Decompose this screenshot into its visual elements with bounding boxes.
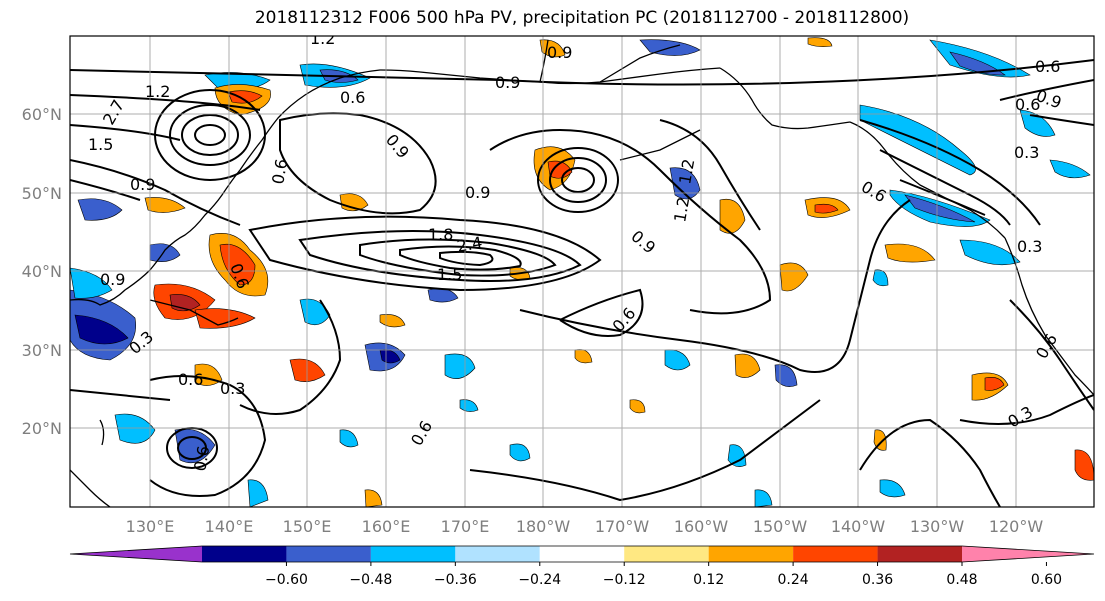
- contour-label: 1.2: [670, 195, 693, 223]
- contour-label: 0.9: [100, 270, 125, 289]
- colorbar-swatch: [877, 546, 962, 562]
- colorbar-swatch: [708, 546, 794, 562]
- colorbar-swatch: [539, 546, 625, 562]
- lon-label-150e: 150°E: [283, 517, 332, 536]
- colorbar-tick-label: −0.48: [349, 572, 392, 588]
- colorbar-tick-label: 0.12: [693, 572, 724, 588]
- contour-label: 0.6: [1015, 95, 1040, 114]
- contour-label: 0.6: [340, 88, 365, 107]
- colorbar-tick-label: 0.48: [946, 572, 977, 588]
- lon-label-180w: 180°W: [516, 517, 571, 536]
- contour-label: 0.3: [1017, 237, 1042, 256]
- colorbar-tick-label: 0.60: [1031, 572, 1062, 588]
- colorbar-swatch: [202, 546, 287, 562]
- contour-label: 0.6: [1035, 57, 1060, 76]
- contour-label: 0.3: [220, 379, 245, 398]
- contour-label: 0.9: [130, 175, 155, 194]
- contour-label: 0.6: [178, 370, 203, 389]
- colorbar-swatch: [455, 546, 540, 562]
- lat-label-20n: 20°N: [22, 419, 62, 438]
- lon-label-140e: 140°E: [205, 517, 254, 536]
- contour-label: 0.9: [495, 73, 520, 92]
- contour-label: 1.8: [428, 225, 453, 244]
- contour-label: 0.6: [268, 157, 291, 185]
- lat-label-30n: 30°N: [22, 341, 62, 360]
- colorbar-swatch: [370, 546, 456, 562]
- colorbar-tick-label: −0.12: [603, 572, 646, 588]
- contour-label: 1.5: [437, 265, 462, 284]
- longitude-labels: 130°E 140°E 150°E 160°E 170°E 180°W 170°…: [126, 517, 1044, 536]
- contour-label: 0.3: [1014, 143, 1039, 162]
- precip-negative-patches: [70, 39, 1091, 507]
- colorbar-tick-label: 0.36: [862, 572, 893, 588]
- lon-label-130w: 130°W: [910, 517, 965, 536]
- colorbar-swatch: [624, 546, 709, 562]
- lon-label-170w: 170°W: [595, 517, 650, 536]
- colorbar-swatch: [793, 546, 878, 562]
- graticule: [70, 36, 1094, 507]
- contour-label: 1.5: [88, 135, 113, 154]
- contour-label: 1.2: [310, 29, 335, 48]
- lat-label-50n: 50°N: [22, 184, 62, 203]
- lon-label-140w: 140°W: [831, 517, 886, 536]
- lon-label-160e: 160°E: [362, 517, 411, 536]
- lon-label-130e: 130°E: [126, 517, 175, 536]
- lat-label-40n: 40°N: [22, 262, 62, 281]
- colorbar-extend-min: [70, 546, 202, 562]
- colorbar-tick-label: −0.36: [434, 572, 477, 588]
- contour-label: 0.9: [547, 43, 572, 62]
- colorbar-tick-label: 0.24: [778, 572, 809, 588]
- colorbar-extend-max: [962, 546, 1094, 562]
- contour-label: 1.2: [675, 157, 698, 185]
- colorbar-swatch: [286, 546, 371, 562]
- colorbar-outline: [69, 545, 1095, 563]
- contour-label: 0.6: [190, 444, 213, 472]
- lon-label-160w: 160°W: [674, 517, 729, 536]
- lon-label-150w: 150°W: [753, 517, 808, 536]
- map-frame: [69, 35, 1095, 508]
- contour-label: 0.9: [465, 183, 490, 202]
- map-title: 2018112312 F006 500 hPa PV, precipitatio…: [254, 8, 910, 28]
- colorbar-tick-label: −0.60: [265, 572, 308, 588]
- colorbar-tick-label: −0.24: [518, 572, 561, 588]
- colorbar: −0.60 −0.48 −0.36 −0.24 −0.12 0.12 0.24 0.36 0.4…: [69, 545, 1095, 588]
- coastlines: [70, 39, 1094, 507]
- latitude-labels: 60°N 50°N 40°N 30°N 20°N: [22, 105, 62, 438]
- lon-label-170e: 170°E: [441, 517, 490, 536]
- lon-label-120w: 120°W: [989, 517, 1044, 536]
- lat-label-60n: 60°N: [22, 105, 62, 124]
- contour-label: 1.2: [145, 82, 170, 101]
- contour-label: 2.4: [455, 233, 483, 256]
